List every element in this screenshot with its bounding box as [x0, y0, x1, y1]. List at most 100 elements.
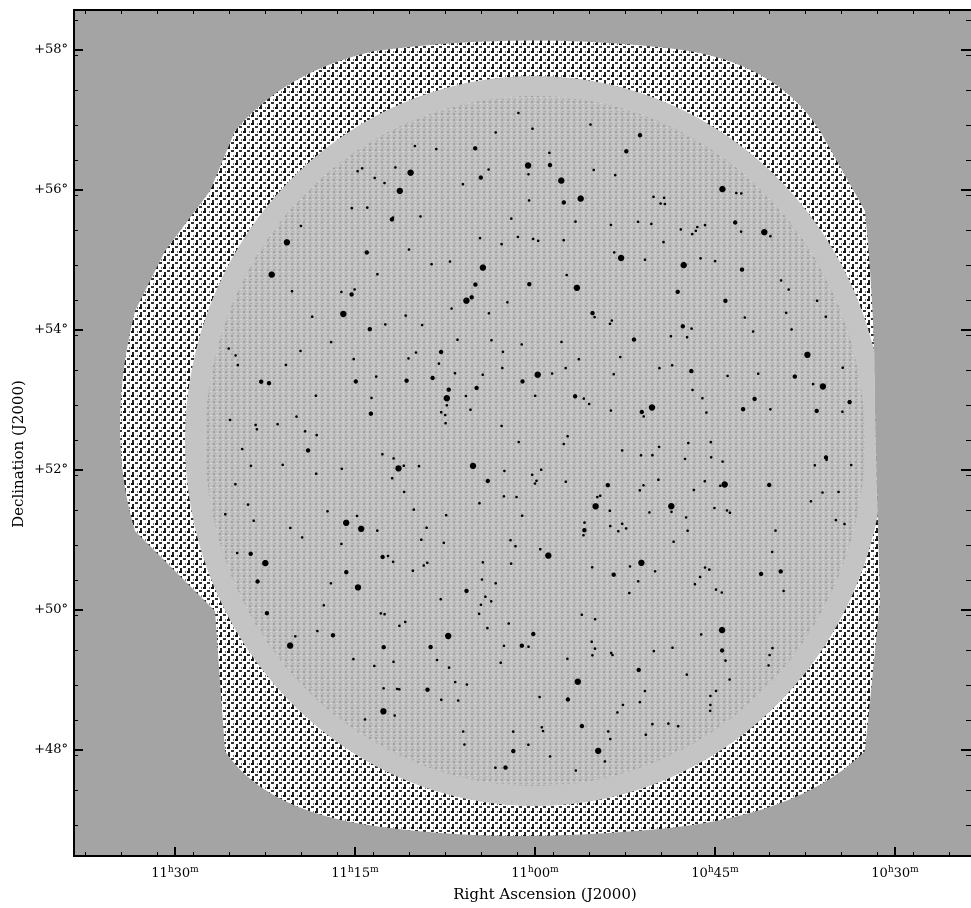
- radio-source: [841, 410, 844, 414]
- radio-source: [464, 588, 469, 594]
- radio-source: [603, 760, 607, 763]
- radio-source: [340, 310, 347, 318]
- radio-source: [721, 481, 728, 488]
- radio-source: [628, 591, 631, 595]
- radio-source: [281, 463, 284, 467]
- radio-source: [465, 683, 469, 686]
- y-minor-tick: [73, 335, 78, 336]
- radio-source: [343, 519, 350, 526]
- y-major-tick-right: [961, 189, 971, 191]
- x-minor-tick: [625, 852, 626, 857]
- radio-source: [284, 363, 288, 367]
- x-minor-tick: [265, 9, 266, 14]
- y-minor-tick: [966, 195, 971, 196]
- radio-source: [703, 566, 707, 569]
- radio-source: [486, 626, 489, 630]
- radio-source: [560, 340, 563, 344]
- radio-source: [721, 460, 724, 463]
- y-tick-label: +52°: [34, 462, 68, 477]
- radio-source: [484, 595, 487, 598]
- radio-source: [445, 632, 452, 640]
- radio-source: [485, 478, 490, 484]
- radio-source: [509, 562, 513, 565]
- radio-source: [479, 264, 487, 271]
- radio-source: [252, 519, 255, 522]
- radio-source: [240, 447, 244, 451]
- radio-source: [295, 415, 298, 418]
- radio-source: [379, 612, 383, 615]
- radio-source: [644, 733, 648, 736]
- y-minor-tick: [73, 720, 78, 721]
- radio-source: [699, 633, 703, 636]
- radio-source: [719, 484, 722, 488]
- radio-source: [699, 257, 702, 260]
- radio-source: [533, 394, 537, 398]
- radio-source: [299, 224, 303, 228]
- radio-source: [356, 169, 359, 173]
- radio-source: [726, 374, 729, 378]
- radio-source: [595, 747, 602, 755]
- radio-source: [234, 354, 237, 357]
- radio-source: [381, 645, 386, 650]
- x-minor-tick: [805, 852, 806, 857]
- radio-source: [236, 363, 240, 367]
- radio-source: [624, 527, 628, 530]
- radio-source: [448, 260, 452, 263]
- y-minor-tick: [73, 20, 78, 21]
- y-minor-tick: [966, 300, 971, 301]
- radio-source: [234, 482, 237, 486]
- radio-source: [676, 724, 680, 728]
- radio-source: [811, 382, 815, 386]
- x-minor-tick: [409, 9, 410, 14]
- radio-source: [685, 335, 689, 339]
- radio-source: [404, 378, 409, 383]
- x-minor-tick: [949, 9, 950, 14]
- radio-source: [360, 167, 364, 170]
- radio-source: [761, 229, 768, 236]
- radio-source: [612, 251, 616, 254]
- x-minor-tick: [265, 852, 266, 857]
- radio-source: [367, 327, 372, 332]
- radio-source: [469, 295, 474, 300]
- radio-source: [329, 340, 333, 344]
- radio-source: [315, 433, 318, 437]
- y-minor-tick: [966, 650, 971, 651]
- radio-source: [428, 644, 433, 650]
- radio-source: [657, 445, 661, 449]
- radio-source: [514, 544, 517, 548]
- radio-source: [530, 473, 534, 477]
- radio-source: [638, 559, 645, 566]
- radio-source: [577, 195, 584, 202]
- radio-source: [847, 399, 852, 405]
- radio-source: [643, 689, 647, 693]
- radio-source: [478, 175, 483, 180]
- radio-source: [314, 394, 318, 398]
- radio-source: [264, 611, 270, 616]
- y-major-tick-right: [961, 749, 971, 751]
- x-minor-tick: [877, 852, 878, 857]
- radio-source: [631, 337, 637, 342]
- radio-source: [463, 743, 466, 746]
- radio-source: [383, 181, 386, 185]
- radio-source: [527, 645, 530, 648]
- radio-source: [637, 133, 643, 138]
- y-minor-tick: [966, 55, 971, 56]
- radio-source: [565, 697, 571, 702]
- radio-source: [728, 511, 732, 514]
- radio-source: [383, 612, 386, 616]
- radio-source: [709, 440, 713, 444]
- y-minor-tick: [966, 125, 971, 126]
- radio-source: [611, 572, 616, 577]
- mosaic-region: [120, 40, 880, 836]
- radio-source: [368, 411, 374, 416]
- radio-source: [456, 699, 460, 702]
- radio-source: [453, 680, 457, 684]
- radio-source: [494, 582, 498, 585]
- radio-source: [364, 250, 369, 255]
- radio-source: [478, 236, 482, 240]
- y-minor-tick: [966, 370, 971, 371]
- x-major-tick: [714, 847, 716, 857]
- radio-source: [708, 568, 711, 571]
- radio-source: [609, 737, 612, 741]
- radio-source: [579, 723, 585, 729]
